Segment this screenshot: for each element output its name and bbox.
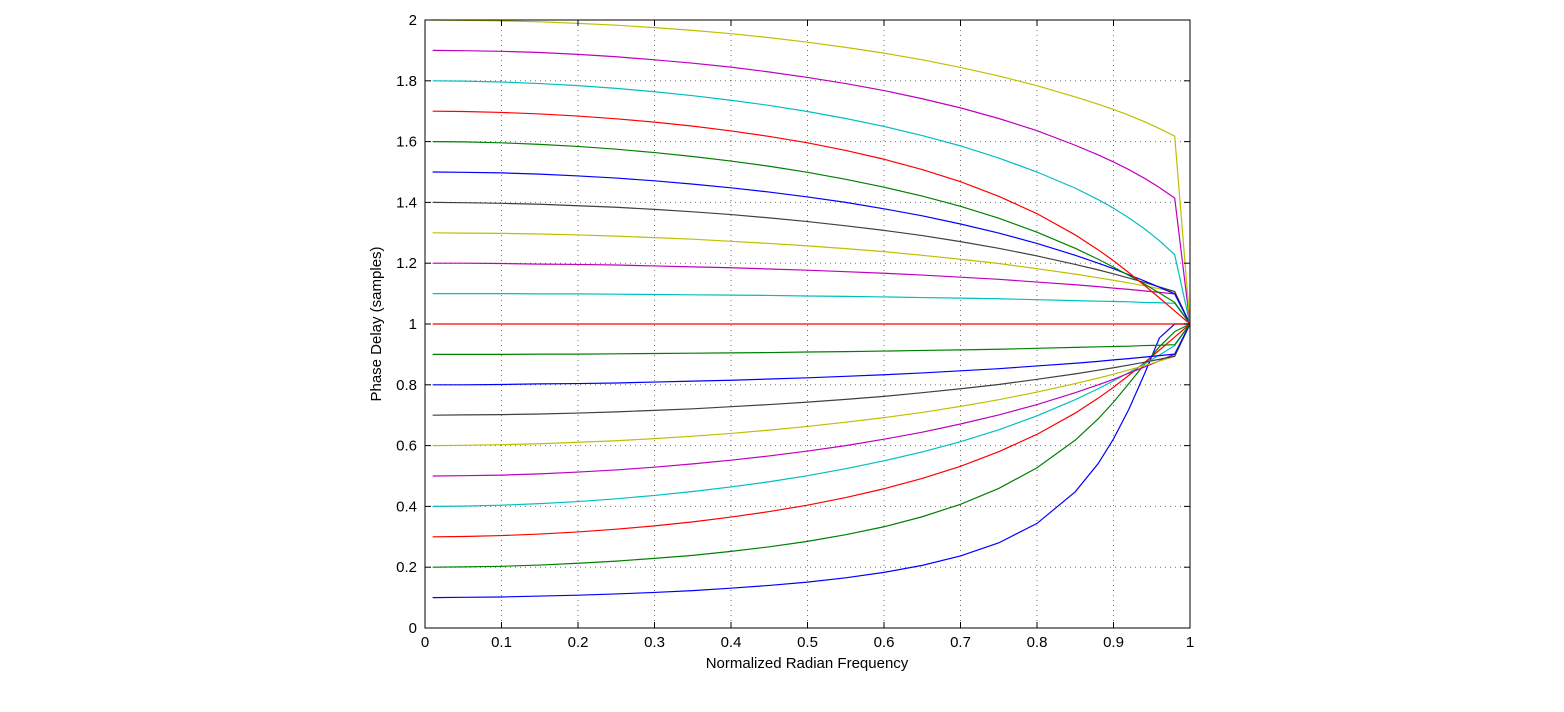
x-tick-label: 0.5 [797, 634, 818, 651]
series-line-6 [432, 323, 1191, 447]
x-tick-label: 0.8 [1027, 634, 1048, 651]
series-line-7 [432, 323, 1191, 416]
x-tick-label: 0.4 [721, 634, 742, 651]
y-tick-label: 1 [409, 316, 417, 333]
y-tick-label: 1.2 [396, 255, 417, 272]
x-tick-label: 0.7 [950, 634, 971, 651]
y-tick-label: 1.6 [396, 134, 417, 151]
series-line-13 [432, 232, 1191, 325]
series-line-16 [432, 141, 1191, 325]
series-line-9 [432, 323, 1191, 355]
series-line-11 [432, 293, 1191, 325]
y-tick-labels: 0 0.2 0.4 0.6 0.8 1 1.2 1.4 1.6 1.8 2 [396, 12, 417, 637]
y-tick-label: 0.8 [396, 377, 417, 394]
x-tick-label: 1 [1186, 634, 1194, 651]
series-line-14 [432, 201, 1191, 325]
y-tick-label: 1.4 [396, 194, 417, 211]
series-line-20 [432, 19, 1191, 325]
series-line-5 [432, 323, 1191, 477]
series-line-19 [432, 49, 1191, 325]
x-tick-label: 0.3 [644, 634, 665, 651]
series-lines [432, 19, 1191, 599]
x-tick-label: 0.2 [568, 634, 589, 651]
y-tick-label: 0 [409, 620, 417, 637]
series-line-2 [432, 323, 1191, 568]
y-tick-label: 0.6 [396, 438, 417, 455]
y-tick-label: 0.4 [396, 498, 417, 515]
y-tick-label: 2 [409, 12, 417, 29]
x-tick-label: 0.1 [491, 634, 512, 651]
series-line-12 [432, 262, 1191, 325]
tick-marks [424, 19, 1191, 629]
series-line-3 [432, 323, 1191, 538]
x-tick-label: 0.6 [874, 634, 895, 651]
y-tick-label: 1.8 [396, 73, 417, 90]
series-line-18 [432, 80, 1191, 325]
x-tick-label: 0.9 [1103, 634, 1124, 651]
series-line-17 [432, 110, 1191, 325]
x-tick-labels: 0 0.1 0.2 0.3 0.4 0.5 0.6 0.7 0.8 0.9 1 [421, 634, 1194, 651]
y-axis-label: Phase Delay (samples) [368, 246, 385, 401]
x-tick-label: 0 [421, 634, 429, 651]
y-tick-label: 0.2 [396, 559, 417, 576]
series-line-1 [432, 323, 1190, 599]
series-line-8 [432, 323, 1191, 386]
x-axis-label: Normalized Radian Frequency [706, 655, 909, 672]
